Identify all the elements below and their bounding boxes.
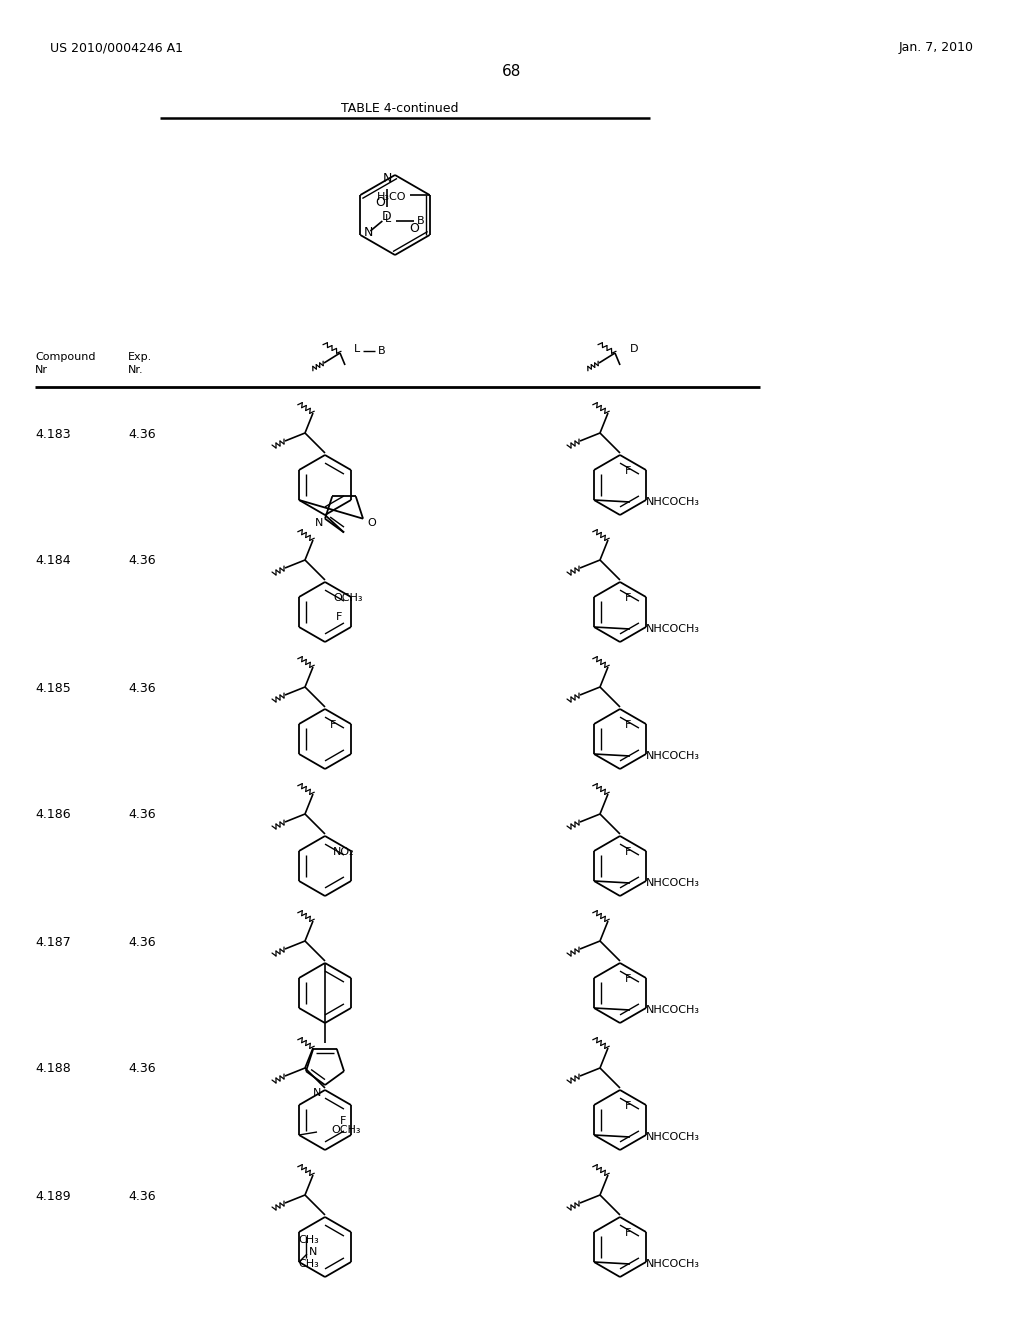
Text: 68: 68 xyxy=(503,65,521,79)
Text: Exp.: Exp. xyxy=(128,352,153,362)
Text: 4.36: 4.36 xyxy=(128,808,156,821)
Text: N: N xyxy=(309,1247,317,1257)
Text: 4.183: 4.183 xyxy=(35,428,71,441)
Text: NHCOCH₃: NHCOCH₃ xyxy=(646,1133,700,1142)
Text: F: F xyxy=(625,466,631,477)
Text: 4.36: 4.36 xyxy=(128,1189,156,1203)
Text: L: L xyxy=(385,214,391,224)
Text: 4.184: 4.184 xyxy=(35,554,71,568)
Text: 4.36: 4.36 xyxy=(128,681,156,694)
Text: 4.36: 4.36 xyxy=(128,1063,156,1076)
Text: 4.189: 4.189 xyxy=(35,1189,71,1203)
Text: 4.36: 4.36 xyxy=(128,428,156,441)
Text: NHCOCH₃: NHCOCH₃ xyxy=(646,624,700,634)
Text: NHCOCH₃: NHCOCH₃ xyxy=(646,498,700,507)
Text: US 2010/0004246 A1: US 2010/0004246 A1 xyxy=(50,41,183,54)
Text: H₃CO: H₃CO xyxy=(377,191,407,202)
Text: F: F xyxy=(330,719,336,730)
Text: O: O xyxy=(368,517,377,528)
Text: N: N xyxy=(312,1088,322,1098)
Text: NHCOCH₃: NHCOCH₃ xyxy=(646,1005,700,1015)
Text: B: B xyxy=(417,216,424,226)
Text: 4.36: 4.36 xyxy=(128,936,156,949)
Text: NO₂: NO₂ xyxy=(333,847,354,857)
Text: O: O xyxy=(376,197,385,210)
Text: 4.187: 4.187 xyxy=(35,936,71,949)
Text: 4.185: 4.185 xyxy=(35,681,71,694)
Text: Compound: Compound xyxy=(35,352,95,362)
Text: 4.186: 4.186 xyxy=(35,808,71,821)
Text: F: F xyxy=(625,974,631,983)
Text: O: O xyxy=(410,223,419,235)
Text: F: F xyxy=(625,1228,631,1238)
Text: N: N xyxy=(314,517,324,528)
Text: OCH₃: OCH₃ xyxy=(331,1125,360,1135)
Text: Jan. 7, 2010: Jan. 7, 2010 xyxy=(899,41,974,54)
Text: NHCOCH₃: NHCOCH₃ xyxy=(646,751,700,762)
Text: F: F xyxy=(336,612,342,622)
Text: OCH₃: OCH₃ xyxy=(333,593,362,603)
Text: F: F xyxy=(625,1101,631,1111)
Text: NHCOCH₃: NHCOCH₃ xyxy=(646,878,700,888)
Text: NHCOCH₃: NHCOCH₃ xyxy=(646,1259,700,1269)
Text: F: F xyxy=(340,1115,346,1126)
Text: 4.188: 4.188 xyxy=(35,1063,71,1076)
Text: B: B xyxy=(378,346,386,356)
Text: F: F xyxy=(625,847,631,857)
Text: F: F xyxy=(625,719,631,730)
Text: F: F xyxy=(625,593,631,603)
Text: TABLE 4-continued: TABLE 4-continued xyxy=(341,102,459,115)
Text: CH₃: CH₃ xyxy=(299,1236,319,1245)
Text: D: D xyxy=(630,345,638,354)
Text: D: D xyxy=(382,210,392,223)
Text: N: N xyxy=(382,173,392,186)
Text: Nr: Nr xyxy=(35,366,48,375)
Text: 4.36: 4.36 xyxy=(128,554,156,568)
Text: L: L xyxy=(354,345,360,354)
Text: Nr.: Nr. xyxy=(128,366,143,375)
Text: CH₃: CH₃ xyxy=(299,1259,319,1269)
Text: N: N xyxy=(364,227,373,239)
